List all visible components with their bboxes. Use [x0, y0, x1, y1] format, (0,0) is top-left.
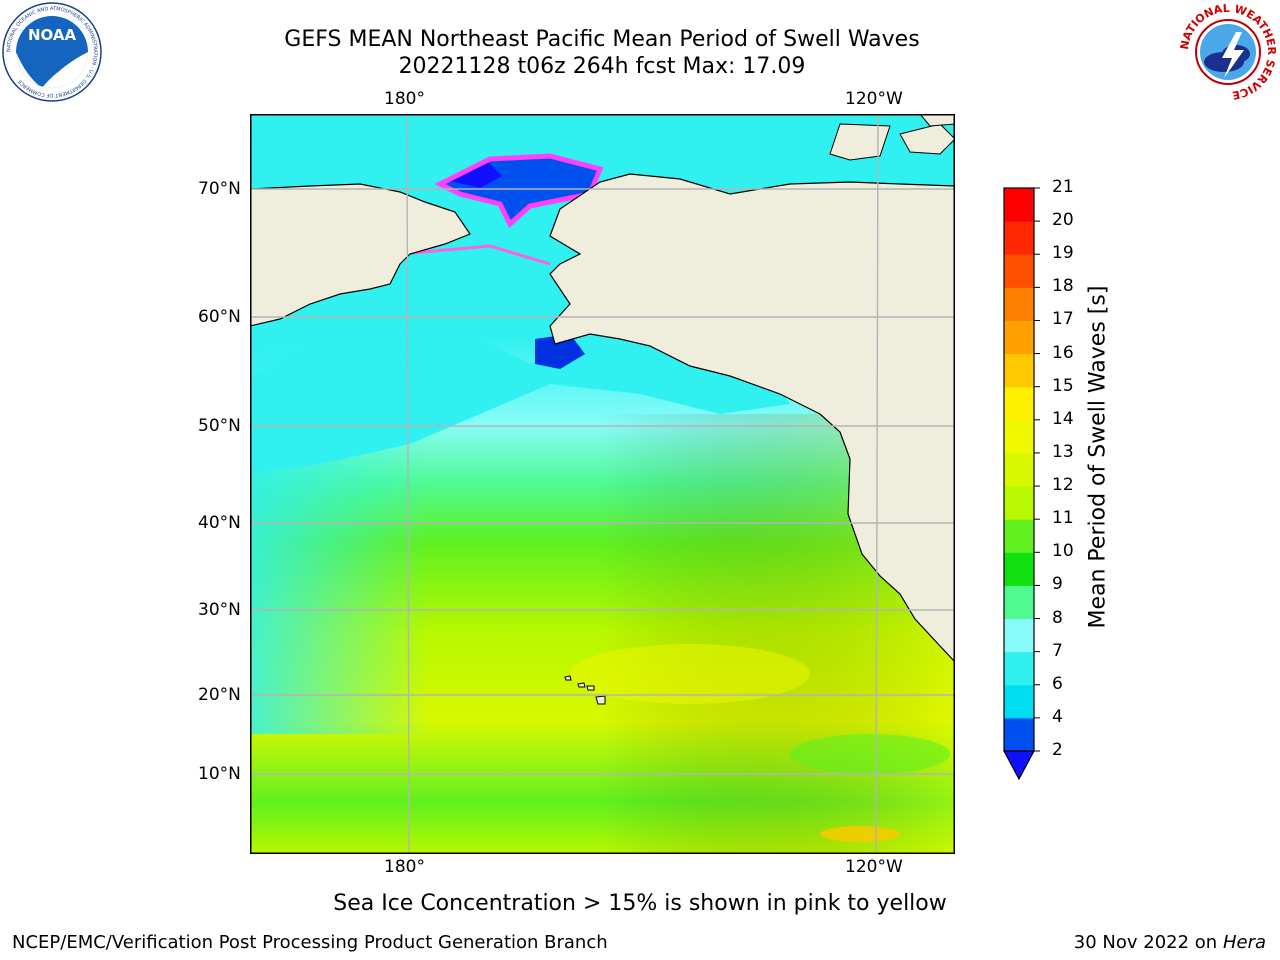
lon-label-top-180: 180°	[384, 89, 425, 109]
colorbar-segment	[1004, 386, 1034, 421]
colorbar-segment	[1004, 552, 1034, 586]
colorbar-tick-label: 18	[1052, 276, 1074, 297]
colorbar-tick-label: 8	[1052, 607, 1063, 628]
colorbar-segment	[1004, 452, 1034, 487]
colorbar-tick-label: 14	[1052, 408, 1074, 429]
colorbar-tick-label: 17	[1052, 309, 1074, 330]
noaa-logo: NOAA NATIONAL OCEANIC AND ATMOSPHERIC AD…	[2, 2, 102, 102]
colorbar-tick-label: 4	[1052, 706, 1063, 727]
colorbar-tick-label: 2	[1052, 740, 1063, 760]
lat-label-30n: 30°N	[198, 600, 241, 620]
colorbar-tick-label: 10	[1052, 541, 1074, 562]
sea-ice-note: Sea Ice Concentration > 15% is shown in …	[333, 891, 947, 916]
map-frame	[250, 114, 955, 854]
footer-date-text: 30 Nov 2022 on	[1073, 932, 1218, 953]
colorbar-tick-label: 19	[1052, 243, 1074, 264]
lon-label-top-120w: 120°W	[845, 89, 903, 109]
colorbar-segment	[1004, 585, 1034, 620]
colorbar-tick-label: 6	[1052, 673, 1063, 694]
footer-date: 30 Nov 2022 on Hera	[1074, 932, 1266, 953]
colorbar-tick-label: 13	[1052, 441, 1074, 462]
colorbar	[1000, 186, 1040, 786]
colorbar-segment	[1004, 221, 1034, 255]
colorbar-segment	[1004, 254, 1034, 288]
lat-label-50n: 50°N	[198, 416, 241, 436]
nws-logo: NATIONAL WEATHER SERVICE	[1178, 2, 1278, 102]
colorbar-tick-label: 16	[1052, 342, 1074, 363]
footer-branch: NCEP/EMC/Verification Post Processing Pr…	[12, 932, 608, 953]
colorbar-segment	[1004, 684, 1034, 719]
colorbar-segment	[1004, 519, 1034, 553]
colorbar-extend-arrow	[1002, 750, 1036, 781]
lon-label-bottom-120w: 120°W	[845, 857, 903, 877]
swell-period-map	[250, 114, 955, 854]
colorbar-tick-label: 12	[1052, 475, 1074, 496]
colorbar-tick-label: 11	[1052, 508, 1074, 529]
colorbar-segment	[1004, 353, 1034, 388]
lat-label-70n: 70°N	[198, 179, 241, 199]
graticule	[250, 114, 955, 854]
colorbar-tick-label: 21	[1052, 177, 1074, 197]
colorbar-tick-label: 7	[1052, 640, 1063, 661]
footer-machine: Hera	[1222, 932, 1266, 953]
colorbar-label: Mean Period of Swell Waves [s]	[1085, 285, 1111, 629]
colorbar-segment	[1004, 419, 1034, 454]
land-north-america	[549, 114, 955, 663]
colorbar-segment	[1004, 188, 1034, 222]
colorbar-ticks: 2 4 6 7 8 9 10 11 12 13 14 15 16 17 18 19 20 21	[1052, 0, 1112, 960]
lat-label-40n: 40°N	[198, 513, 241, 533]
lat-label-20n: 20°N	[198, 685, 241, 705]
colorbar-tick-label: 15	[1052, 375, 1074, 396]
colorbar-segment	[1004, 320, 1034, 355]
colorbar-segment	[1004, 287, 1034, 321]
colorbar-segment	[1004, 486, 1034, 520]
colorbar-tick-label: 20	[1052, 210, 1074, 231]
colorbar-segment	[1004, 651, 1034, 686]
noaa-logo-text: NOAA	[28, 26, 77, 44]
lat-label-10n: 10°N	[198, 764, 241, 784]
colorbar-segment	[1004, 618, 1034, 653]
map-title: GEFS MEAN Northeast Pacific Mean Period …	[284, 27, 920, 52]
colorbar-segment	[1004, 717, 1034, 752]
colorbar-tick-label: 9	[1052, 574, 1063, 595]
map-subtitle: 20221128 t06z 264h fcst Max: 17.09	[398, 54, 806, 79]
lat-label-60n: 60°N	[198, 307, 241, 327]
lon-label-bottom-180: 180°	[384, 857, 425, 877]
